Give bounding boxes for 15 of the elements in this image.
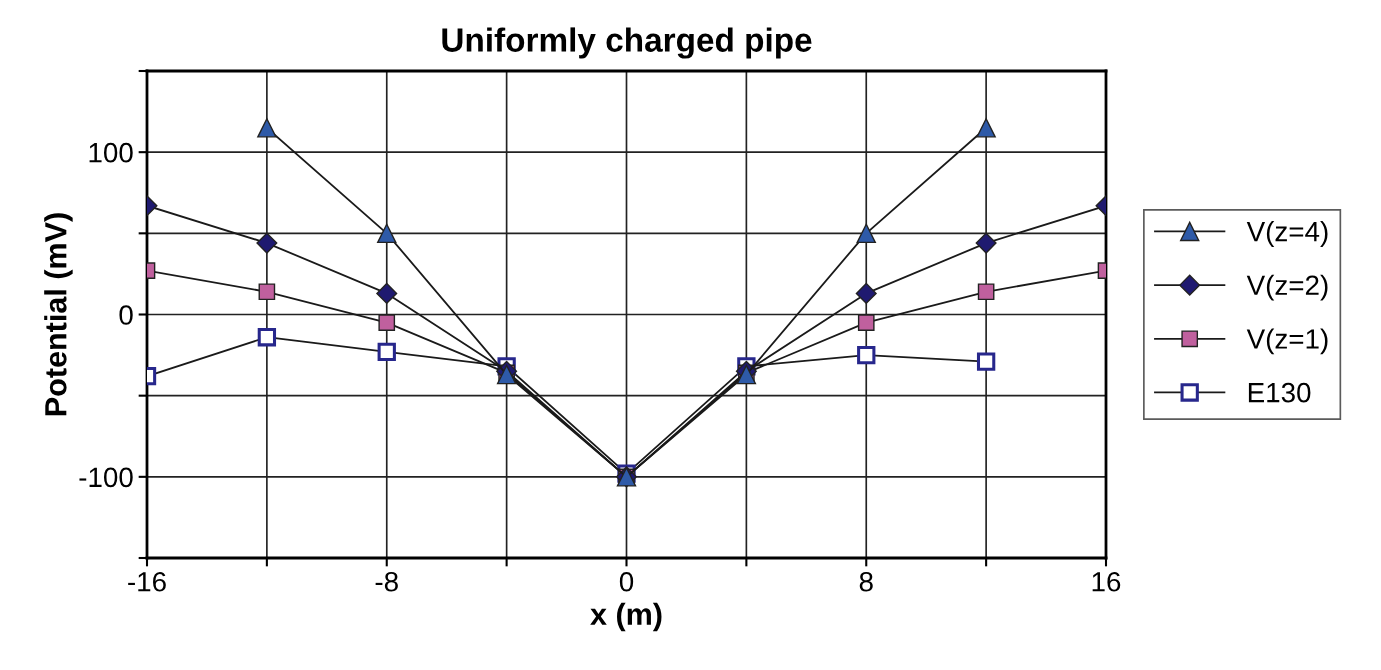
x-tick-label: -16	[128, 571, 166, 592]
chart-title: Uniformly charged pipe	[442, 27, 812, 59]
legend-label: V(z=1)	[1246, 328, 1328, 355]
x-tick-label: 16	[1092, 571, 1121, 592]
y-tick-label: -100	[79, 467, 133, 488]
y-axis-title: Potential (mV)	[44, 213, 73, 416]
legend-label: V(z=4)	[1246, 221, 1328, 247]
legend-label: E130	[1248, 382, 1311, 403]
x-tick-label: -8	[375, 571, 398, 592]
x-axis-title: x (m)	[590, 602, 662, 632]
y-tick-label: 0	[119, 305, 133, 325]
x-tick-label: 8	[859, 571, 873, 592]
x-tick-label: 0	[619, 571, 634, 592]
y-tick-label: 100	[89, 142, 133, 163]
legend-label: V(z=2)	[1246, 274, 1328, 301]
